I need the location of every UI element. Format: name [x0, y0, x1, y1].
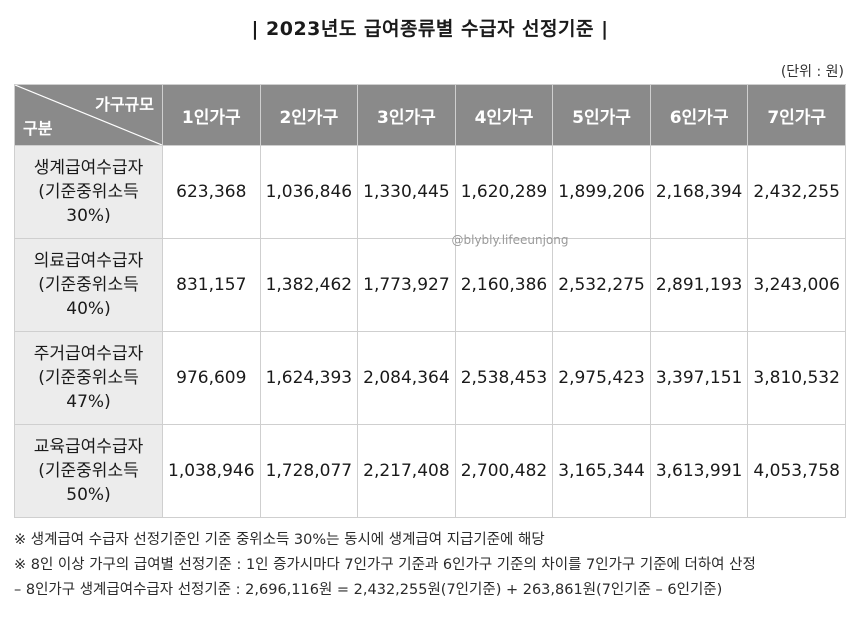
table-cell: 4,053,758 [747, 424, 846, 518]
table-cell: 3,810,532 [747, 331, 846, 425]
row-label-line: 의료급여수급자 [33, 251, 144, 271]
column-header: 2인가구 [259, 84, 359, 146]
table-cell: 1,899,206 [552, 145, 651, 239]
footnote: – 8인가구 생계급여수급자 선정기준 : 2,696,116원 = 2,432… [14, 582, 723, 598]
table-cell: 2,700,482 [454, 424, 554, 518]
unit-label: (단위 : 원) [780, 64, 844, 80]
table-cell: 2,538,453 [454, 331, 554, 425]
column-header: 6인가구 [649, 84, 749, 146]
household-size-header: 가구규모 [95, 95, 154, 114]
footnote: ※ 생계급여 수급자 선정기준인 기준 중위소득 30%는 동시에 생계급여 지… [14, 532, 545, 548]
row-label: 주거급여수급자 (기준중위소득 47%) [14, 331, 163, 425]
row-label-line: (기준중위소득 [38, 368, 139, 388]
page-title: | 2023년도 급여종류별 수급자 선정기준 | [251, 18, 609, 40]
table-cell: 2,168,394 [649, 145, 749, 239]
diagonal-divider [15, 85, 162, 145]
column-header: 3인가구 [357, 84, 456, 146]
table-cell: 976,609 [162, 331, 261, 425]
column-header: 4인가구 [454, 84, 554, 146]
row-label-line: 생계급여수급자 [33, 158, 144, 178]
table-row: 생계급여수급자 (기준중위소득 30%) 623,368 1,036,846 1… [14, 145, 846, 239]
table-cell: 1,624,393 [259, 331, 359, 425]
table-cell: 2,891,193 [649, 238, 749, 332]
footnote: ※ 8인 이상 가구의 급여별 선정기준 : 1인 증가시마다 7인가구 기준과… [14, 557, 756, 573]
header-row: 가구규모 구분 1인가구 2인가구 3인가구 4인가구 5인가구 6인가구 7인… [14, 84, 846, 146]
table-cell: 1,036,846 [259, 145, 359, 239]
corner-header-cell: 가구규모 구분 [14, 84, 163, 146]
table-cell: 3,613,991 [649, 424, 749, 518]
table-row: 교육급여수급자 (기준중위소득 50%) 1,038,946 1,728,077… [14, 424, 846, 518]
column-header: 7인가구 [747, 84, 846, 146]
table-cell: 2,975,423 [552, 331, 651, 425]
row-label-line: 주거급여수급자 [33, 344, 144, 364]
table-cell: 623,368 [162, 145, 261, 239]
row-label-line: 30%) [66, 206, 111, 226]
table-cell: 1,330,445 [357, 145, 456, 239]
row-label-line: 47%) [66, 392, 111, 412]
table-cell: 1,773,927 [357, 238, 456, 332]
table-cell: 1,382,462 [259, 238, 359, 332]
row-label: 교육급여수급자 (기준중위소득 50%) [14, 424, 163, 518]
table-row: 의료급여수급자 (기준중위소득 40%) 831,157 1,382,462 1… [14, 238, 846, 332]
row-label-line: 40%) [66, 299, 111, 319]
row-label: 의료급여수급자 (기준중위소득 40%) [14, 238, 163, 332]
column-header: 1인가구 [162, 84, 261, 146]
row-label-line: 교육급여수급자 [33, 437, 144, 457]
table-cell: 1,728,077 [259, 424, 359, 518]
row-label-line: (기준중위소득 [38, 182, 139, 202]
column-header: 5인가구 [552, 84, 651, 146]
table-row: 주거급여수급자 (기준중위소득 47%) 976,609 1,624,393 2… [14, 331, 846, 425]
watermark-text: @blybly.lifeeunjong [451, 233, 569, 247]
row-label-line: 50%) [66, 485, 111, 505]
table-cell: 1,620,289 [454, 145, 554, 239]
table-cell: 3,165,344 [552, 424, 651, 518]
table-cell: 2,084,364 [357, 331, 456, 425]
table-cell: 2,432,255 [747, 145, 846, 239]
table-cell: 3,397,151 [649, 331, 749, 425]
criteria-table: 가구규모 구분 1인가구 2인가구 3인가구 4인가구 5인가구 6인가구 7인… [14, 84, 846, 518]
table-cell: 2,217,408 [357, 424, 456, 518]
row-label-line: (기준중위소득 [38, 461, 139, 481]
table-cell: 3,243,006 [747, 238, 846, 332]
footnotes: ※ 생계급여 수급자 선정기준인 기준 중위소득 30%는 동시에 생계급여 지… [14, 528, 854, 603]
table-cell: 2,160,386 [454, 238, 554, 332]
table-cell: 1,038,946 [162, 424, 261, 518]
row-label: 생계급여수급자 (기준중위소득 30%) [14, 145, 163, 239]
row-label-line: (기준중위소득 [38, 275, 139, 295]
category-header: 구분 [23, 119, 53, 138]
table-cell: 2,532,275 [552, 238, 651, 332]
table-cell: 831,157 [162, 238, 261, 332]
